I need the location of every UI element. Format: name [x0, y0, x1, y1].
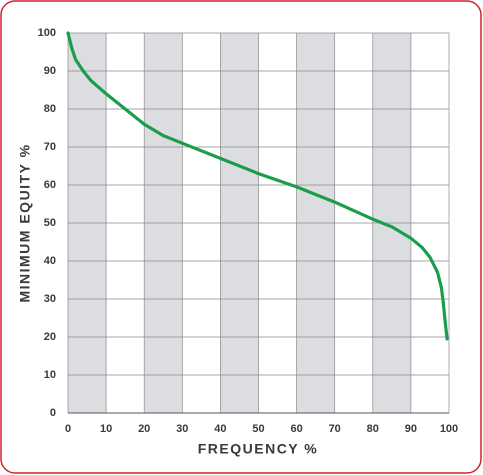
x-tick-label: 30	[176, 423, 188, 435]
y-tick-label: 0	[50, 407, 56, 419]
x-tick-label: 50	[252, 423, 264, 435]
y-tick-label: 30	[44, 293, 56, 305]
line	[66, 31, 449, 341]
x-tick-label: 70	[329, 423, 341, 435]
y-tick-label: 20	[44, 331, 56, 343]
x-tick-label: 100	[440, 423, 458, 435]
y-tick-label: 50	[44, 217, 56, 229]
x-axis-title: FREQUENCY %	[198, 441, 318, 457]
x-tick-label: 60	[290, 423, 302, 435]
y-tick-label: 80	[44, 103, 56, 115]
y-tick-label: 100	[38, 27, 56, 39]
y-tick-label: 90	[44, 65, 56, 77]
y-tick-label: 40	[44, 255, 56, 267]
x-tick-label: 80	[367, 423, 379, 435]
y-tick-label: 60	[44, 179, 56, 191]
x-tick-label: 40	[214, 423, 226, 435]
y-tick-label: 70	[44, 141, 56, 153]
x-tick-label: 10	[100, 423, 112, 435]
x-tick-label: 0	[65, 423, 71, 435]
y-axis-title: MINIMUM EQUITY %	[17, 143, 33, 302]
x-tick-label: 90	[405, 423, 417, 435]
y-tick-label: 10	[44, 369, 56, 381]
x-tick-label: 20	[138, 423, 150, 435]
